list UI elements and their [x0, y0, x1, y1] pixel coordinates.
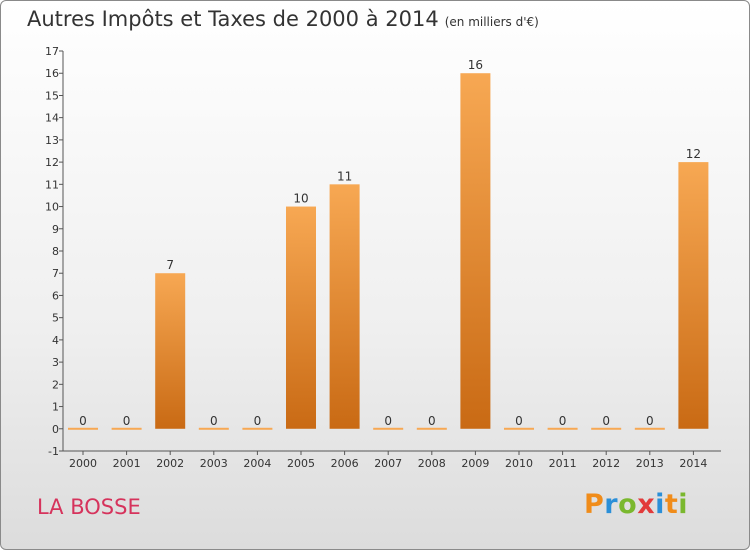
x-tick-label: 2007	[374, 457, 402, 470]
brand-letter: i	[655, 489, 665, 520]
data-label-2009: 16	[468, 58, 483, 72]
y-tick-label: -1	[48, 445, 59, 458]
chart-title: Autres Impôts et Taxes de 2000 à 2014 (en…	[27, 7, 539, 31]
y-tick-label: 10	[45, 201, 59, 214]
brand-letter: t	[664, 489, 679, 520]
x-tick-label: 2011	[549, 457, 577, 470]
brand-letter: r	[604, 489, 619, 520]
brand-letter: P	[584, 489, 605, 520]
y-tick-label: 2	[52, 378, 59, 391]
data-label-2014: 12	[686, 147, 701, 161]
y-tick-label: 16	[45, 67, 59, 80]
data-label-2013: 0	[646, 414, 654, 428]
data-label-2007: 0	[384, 414, 392, 428]
y-tick-label: 4	[52, 334, 59, 347]
bar-2007	[373, 427, 404, 430]
y-tick-label: 1	[52, 401, 59, 414]
y-tick-label: 13	[45, 134, 59, 147]
y-tick-label: 6	[52, 289, 59, 302]
y-tick-label: 9	[52, 223, 59, 236]
data-label-2003: 0	[210, 414, 218, 428]
y-tick-label: 11	[45, 178, 59, 191]
y-tick-label: 17	[45, 45, 59, 58]
x-tick-label: 2002	[156, 457, 184, 470]
bar-2009	[460, 73, 491, 429]
bar-2005	[286, 206, 316, 429]
brand-letter: x	[637, 489, 656, 520]
data-label-2001: 0	[123, 414, 131, 428]
y-tick-label: 5	[52, 312, 59, 325]
data-label-2000: 0	[79, 414, 87, 428]
x-tick-label: 2003	[200, 457, 228, 470]
bar-2003	[198, 427, 229, 430]
chart-bars: 0 0 7 0 0 10 11 0 0 16 0 0 0 0 12	[68, 58, 709, 430]
x-tick-label: 2013	[636, 457, 664, 470]
data-label-2002: 7	[166, 258, 174, 272]
brand-letter: i	[678, 489, 689, 520]
data-label-2012: 0	[602, 414, 610, 428]
brand-letter: o	[618, 489, 638, 520]
x-tick-label: 2004	[243, 457, 271, 470]
y-tick-label: 8	[52, 245, 59, 258]
bar-2013	[634, 427, 665, 430]
title-unit: (en milliers d'€)	[444, 15, 539, 29]
x-tick-label: 2008	[418, 457, 446, 470]
x-tick-label: 2005	[287, 457, 315, 470]
x-tick-label: 2006	[331, 457, 359, 470]
x-tick-label: 2000	[69, 457, 97, 470]
brand-logo: Proxiti	[584, 489, 688, 520]
y-tick-label: 3	[52, 356, 59, 369]
bar-2004	[242, 427, 273, 430]
y-tick-label: 14	[45, 112, 59, 125]
bar-2006	[329, 184, 360, 429]
x-tick-label: 2009	[461, 457, 489, 470]
bar-2010	[504, 427, 534, 430]
bar-2012	[591, 427, 622, 430]
y-tick-label: 0	[52, 423, 59, 436]
x-tick-label: 2001	[113, 457, 141, 470]
y-tick-label: 7	[52, 267, 59, 280]
y-tick-label: 12	[45, 156, 59, 169]
data-label-2010: 0	[515, 414, 523, 428]
data-label-2008: 0	[428, 414, 436, 428]
x-tick-label: 2010	[505, 457, 533, 470]
bar-2014	[678, 162, 709, 429]
bar-2008	[416, 427, 447, 430]
data-label-2005: 10	[293, 192, 308, 206]
bar-2002	[155, 273, 186, 429]
data-label-2004: 0	[254, 414, 262, 428]
data-label-2011: 0	[559, 414, 567, 428]
commune-name: LA BOSSE	[37, 495, 141, 519]
data-label-2006: 11	[337, 169, 352, 183]
title-text: Autres Impôts et Taxes de 2000 à 2014	[27, 7, 439, 31]
y-tick-label: 15	[45, 89, 59, 102]
x-tick-label: 2012	[592, 457, 620, 470]
bar-2000	[68, 427, 98, 430]
bar-2011	[547, 427, 578, 430]
bar-2001	[111, 427, 142, 430]
x-tick-label: 2014	[679, 457, 707, 470]
